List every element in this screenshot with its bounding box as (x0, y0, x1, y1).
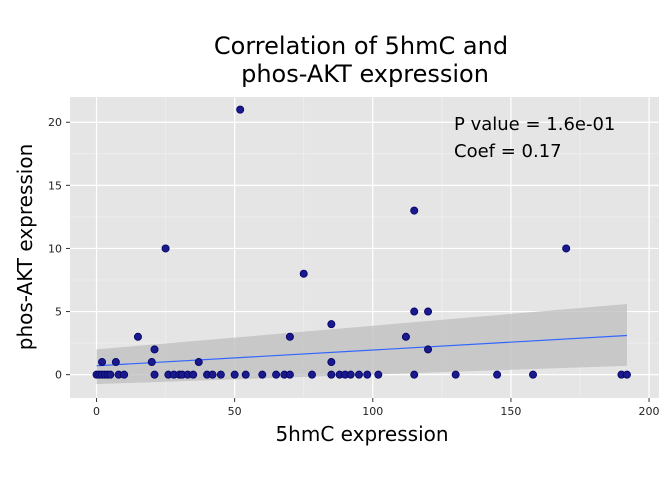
data-point (98, 358, 107, 367)
data-point (374, 370, 383, 379)
stat-pvalue: P value = 1.6e-01 (454, 114, 615, 135)
data-point (410, 370, 419, 379)
data-point (258, 370, 267, 379)
data-point (241, 370, 250, 379)
data-point (363, 370, 372, 379)
data-point (424, 345, 433, 354)
data-point (111, 358, 120, 367)
data-point (272, 370, 281, 379)
data-point (529, 370, 538, 379)
fit-line (96, 334, 627, 367)
x-axis-ticks: 0 50 100 150 200 (93, 398, 660, 418)
data-point (410, 307, 419, 316)
y-axis-ticks: 0 5 10 15 20 (48, 116, 70, 382)
x-tick-label: 0 (93, 405, 100, 418)
data-point (120, 370, 129, 379)
data-point (451, 370, 460, 379)
data-point (410, 206, 419, 215)
chart-title-line-1: Correlation of 5hmC and (214, 32, 508, 60)
stat-coef: Coef = 0.17 (454, 141, 562, 162)
x-axis-title: 5hmC expression (275, 422, 448, 446)
x-tick-label: 150 (500, 405, 521, 418)
data-point (236, 105, 245, 114)
data-point (106, 370, 115, 379)
y-tick-label: 15 (48, 179, 62, 192)
data-point (354, 370, 363, 379)
data-point (401, 332, 410, 341)
y-tick-label: 20 (48, 116, 62, 129)
data-point (230, 370, 239, 379)
data-point (216, 370, 225, 379)
data-points (92, 105, 631, 379)
fit-line-group (96, 334, 627, 367)
data-point (562, 244, 571, 253)
y-tick-label: 5 (55, 306, 62, 319)
data-point (327, 358, 336, 367)
y-tick-label: 0 (55, 369, 62, 382)
data-point (622, 370, 631, 379)
data-point (161, 244, 170, 253)
data-point (424, 307, 433, 316)
data-point (346, 370, 355, 379)
data-point (189, 370, 198, 379)
data-point (147, 358, 156, 367)
y-tick-label: 10 (48, 242, 62, 255)
data-point (285, 370, 294, 379)
data-point (327, 320, 336, 329)
confidence-band-area (96, 303, 627, 385)
x-tick-label: 50 (228, 405, 242, 418)
chart-title-line-2: phos-AKT expression (241, 60, 489, 88)
y-axis-title: phos-AKT expression (13, 144, 37, 351)
data-point (299, 269, 308, 278)
data-point (285, 332, 294, 341)
data-point (327, 370, 336, 379)
data-point (208, 370, 217, 379)
data-point (308, 370, 317, 379)
confidence-band (96, 303, 627, 385)
data-point (493, 370, 502, 379)
x-tick-label: 200 (639, 405, 660, 418)
x-tick-label: 100 (362, 405, 383, 418)
data-point (194, 358, 203, 367)
data-point (133, 332, 142, 341)
data-point (150, 370, 159, 379)
data-point (150, 345, 159, 354)
